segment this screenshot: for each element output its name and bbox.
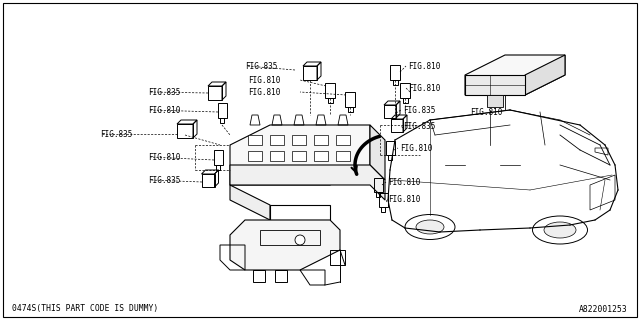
Text: FIG.810: FIG.810 — [148, 153, 180, 162]
Text: FIG.835: FIG.835 — [148, 175, 180, 185]
Polygon shape — [370, 125, 385, 180]
Polygon shape — [230, 220, 340, 270]
Text: FIG.810: FIG.810 — [400, 143, 433, 153]
Polygon shape — [314, 135, 328, 145]
Polygon shape — [292, 151, 306, 161]
Polygon shape — [336, 151, 350, 161]
Polygon shape — [270, 151, 284, 161]
Text: FIG.835: FIG.835 — [100, 130, 132, 139]
Text: FIG.810: FIG.810 — [248, 87, 280, 97]
Polygon shape — [270, 135, 284, 145]
Text: FIG.810: FIG.810 — [388, 178, 420, 187]
Ellipse shape — [532, 216, 588, 244]
Polygon shape — [314, 151, 328, 161]
Ellipse shape — [405, 214, 455, 239]
Polygon shape — [465, 75, 525, 95]
Text: FIG.810: FIG.810 — [388, 196, 420, 204]
Circle shape — [295, 235, 305, 245]
Polygon shape — [230, 165, 385, 200]
Ellipse shape — [544, 222, 576, 238]
Text: FIG.835: FIG.835 — [148, 87, 180, 97]
Text: FIG.810: FIG.810 — [148, 106, 180, 115]
Polygon shape — [292, 167, 306, 177]
Text: FIG.835: FIG.835 — [245, 61, 277, 70]
Text: 0474S(THIS PART CODE IS DUMMY): 0474S(THIS PART CODE IS DUMMY) — [12, 303, 158, 313]
Polygon shape — [336, 167, 350, 177]
Text: FIG.810: FIG.810 — [470, 108, 502, 116]
Polygon shape — [248, 151, 262, 161]
Polygon shape — [270, 167, 284, 177]
Text: FIG.835: FIG.835 — [403, 122, 435, 131]
Polygon shape — [292, 135, 306, 145]
Text: FIG.810: FIG.810 — [248, 76, 280, 84]
Text: FIG.835: FIG.835 — [403, 106, 435, 115]
Ellipse shape — [416, 220, 444, 234]
Polygon shape — [336, 135, 350, 145]
Polygon shape — [230, 125, 370, 185]
Polygon shape — [487, 95, 503, 107]
Text: A822001253: A822001253 — [579, 306, 628, 315]
Polygon shape — [314, 167, 328, 177]
Polygon shape — [465, 55, 565, 95]
Polygon shape — [525, 55, 565, 95]
Polygon shape — [230, 185, 270, 220]
Text: FIG.810: FIG.810 — [408, 84, 440, 92]
Text: FIG.810: FIG.810 — [408, 61, 440, 70]
Polygon shape — [248, 167, 262, 177]
Polygon shape — [248, 135, 262, 145]
